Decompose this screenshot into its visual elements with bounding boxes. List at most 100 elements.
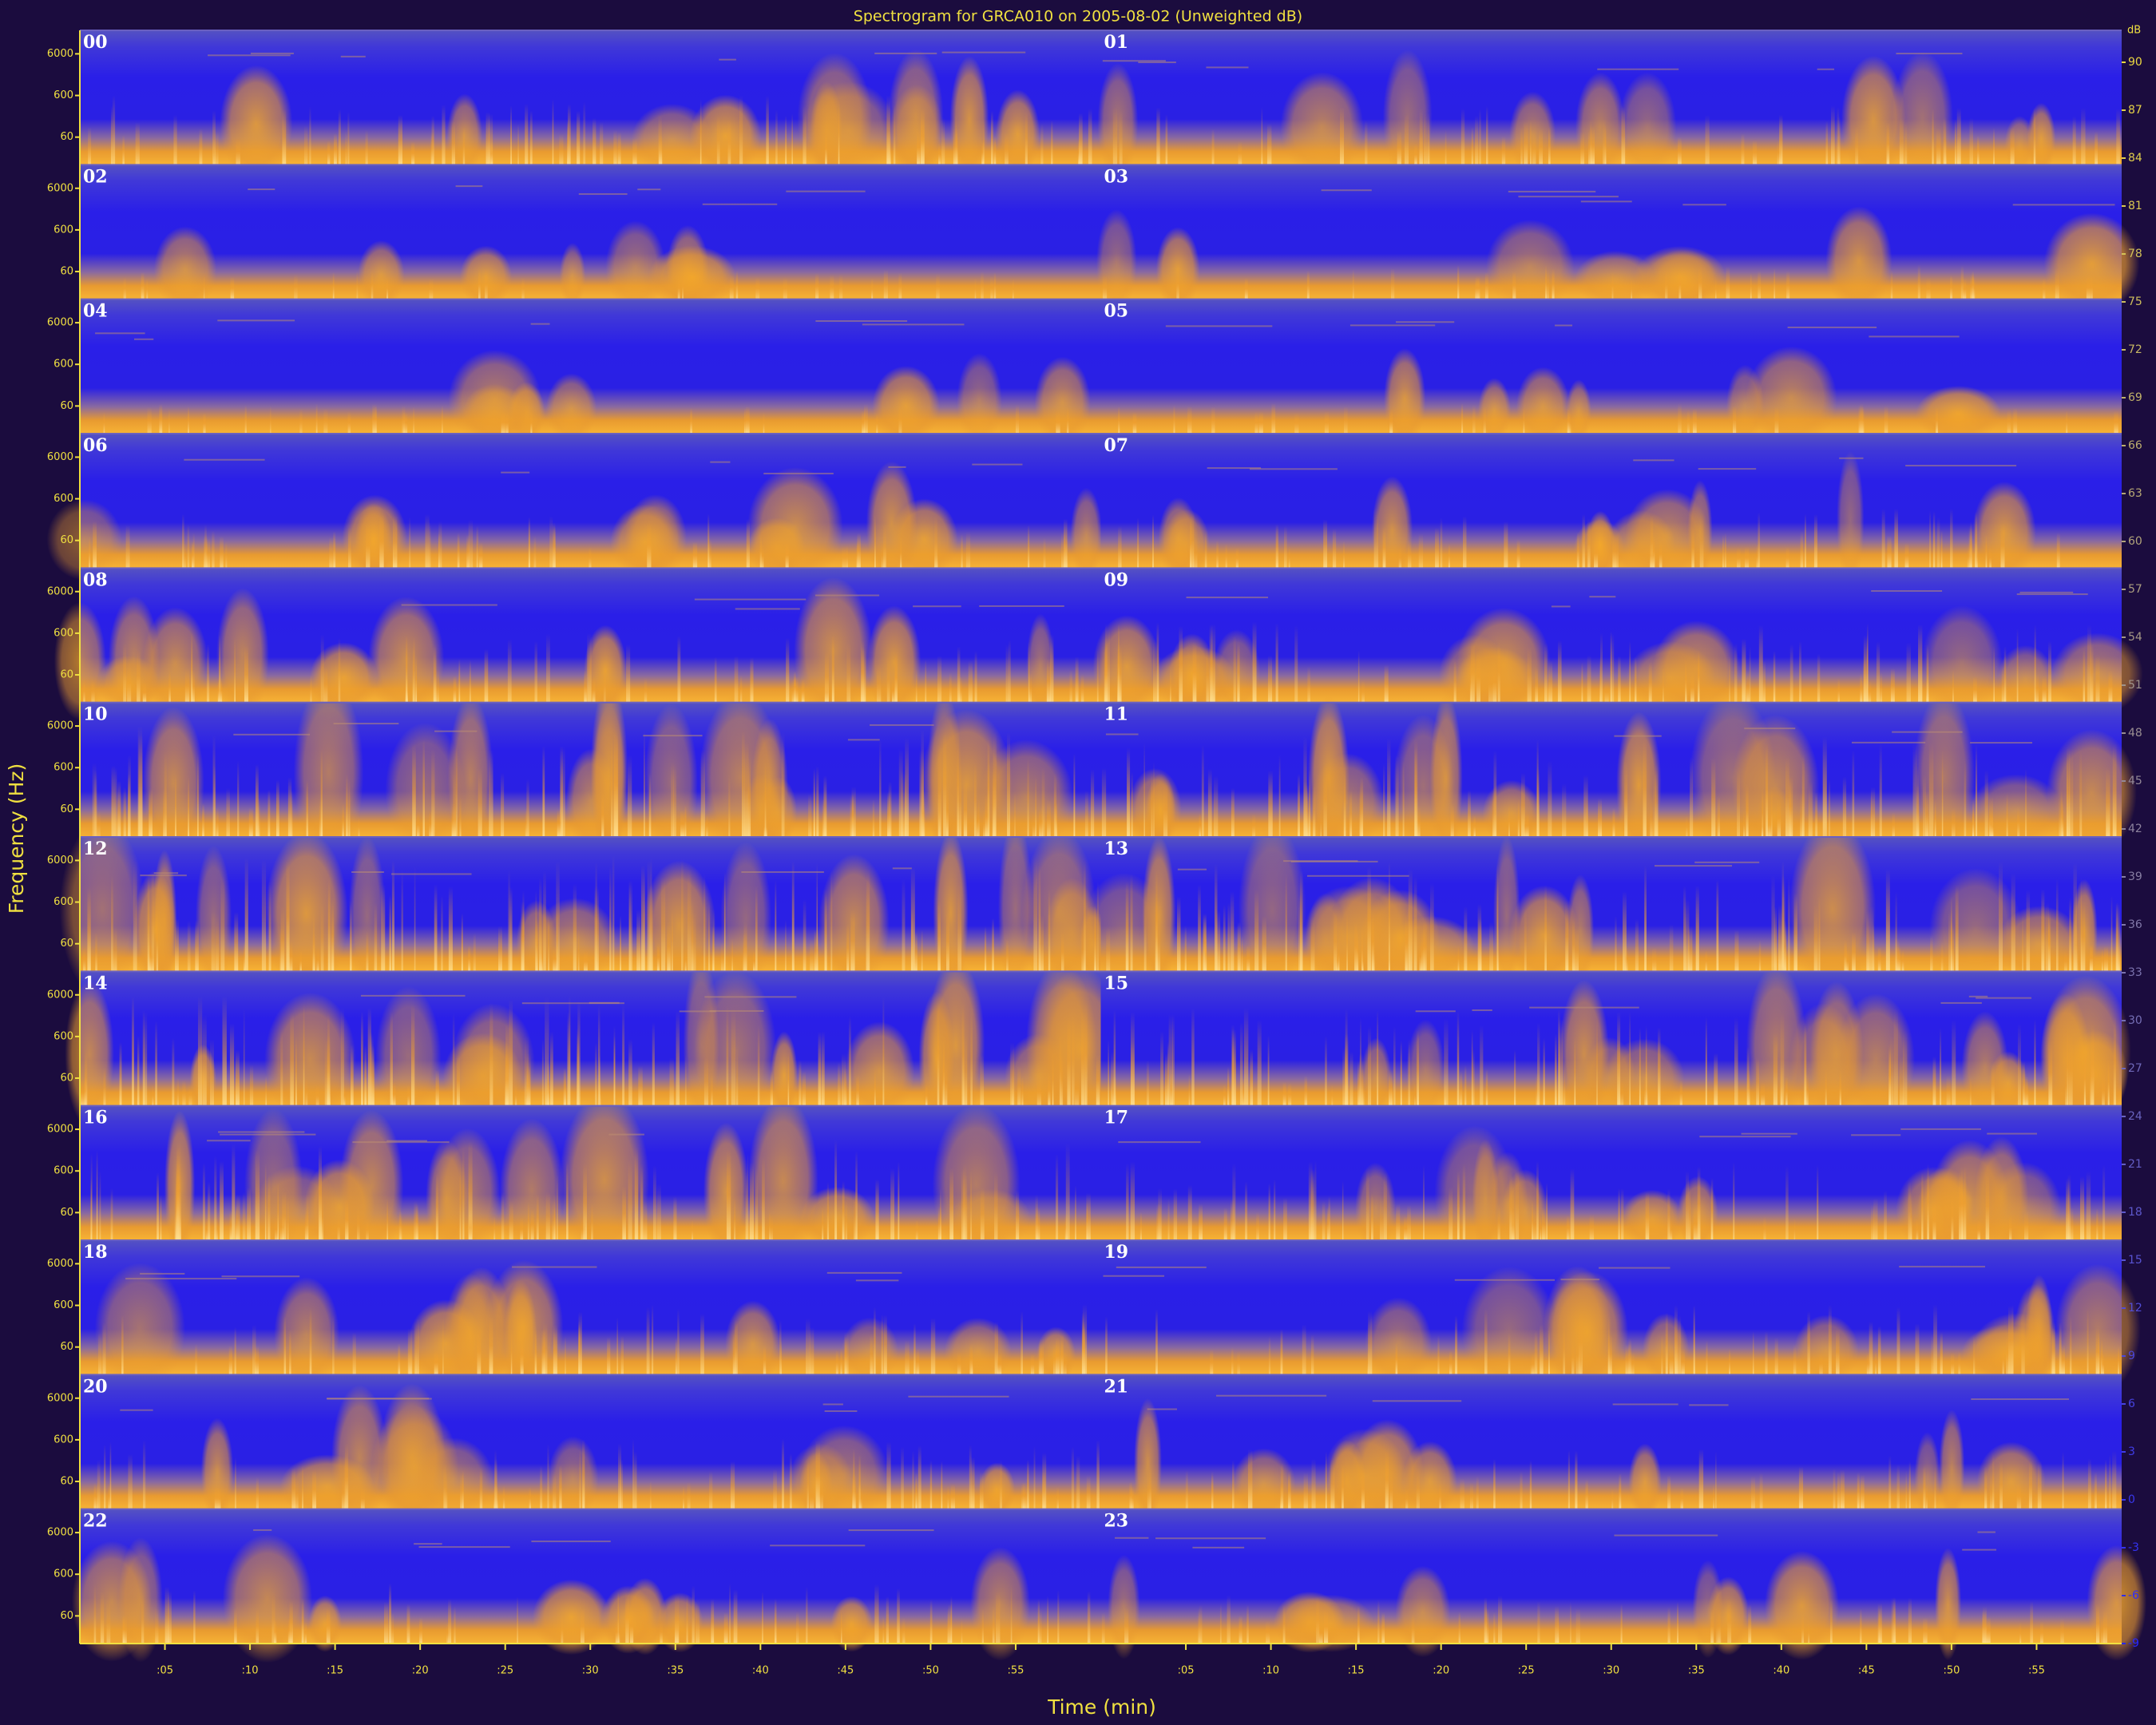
sound-streak	[1747, 1069, 1750, 1106]
sound-streak	[1155, 1346, 1158, 1375]
sound-streak	[1928, 741, 1934, 837]
sound-streak	[2074, 918, 2079, 972]
sound-streak	[304, 1208, 309, 1240]
sound-streak	[1342, 1464, 1344, 1509]
sound-streak	[2035, 673, 2039, 703]
sound-streak	[1594, 538, 1599, 569]
sound-event	[545, 373, 597, 445]
sound-streak	[1635, 657, 1637, 703]
sound-streak	[1713, 1484, 1714, 1509]
sound-streak	[1587, 518, 1591, 569]
sound-streak	[1460, 1478, 1464, 1509]
sound-streak	[618, 1443, 622, 1509]
sound-streak	[1655, 763, 1659, 837]
sound-streak	[235, 1206, 238, 1240]
sound-streak	[1950, 508, 1953, 569]
sound-streak	[184, 668, 190, 703]
sound-streak	[108, 1483, 110, 1509]
sound-streak	[1514, 1049, 1516, 1106]
sound-streak	[435, 1069, 439, 1106]
sound-streak	[2089, 945, 2093, 972]
sound-streak	[961, 1003, 965, 1106]
sound-streak	[1008, 789, 1009, 837]
sound-streak	[1524, 908, 1527, 972]
sound-streak	[893, 104, 896, 165]
sound-streak	[1396, 1204, 1401, 1240]
sound-streak	[384, 1601, 389, 1644]
hour-label: 10	[83, 704, 108, 725]
sound-streak	[726, 1005, 729, 1106]
sound-event	[1097, 63, 1139, 183]
sound-streak	[826, 1181, 830, 1240]
sound-streak	[112, 95, 116, 165]
sound-streak	[1155, 869, 1158, 972]
sound-streak	[875, 1179, 879, 1240]
sound-streak	[530, 1208, 534, 1240]
sound-streak	[1621, 1188, 1624, 1240]
x-tick-label: :30	[1603, 1665, 1619, 1677]
sound-streak	[1624, 759, 1628, 837]
sound-streak	[365, 130, 368, 165]
sound-streak	[1047, 799, 1051, 837]
spectrogram-panel: 18	[80, 1240, 1101, 1395]
sound-event	[932, 1104, 1021, 1264]
sound-streak	[1888, 1044, 1891, 1106]
sound-streak	[501, 1192, 505, 1240]
sound-streak	[709, 1471, 713, 1509]
y-tick-label: 600	[54, 1299, 73, 1311]
sound-streak	[1324, 410, 1329, 434]
sound-streak	[1417, 805, 1421, 837]
sound-streak	[1750, 272, 1752, 299]
y-tick-label: 600	[54, 1568, 73, 1580]
sound-streak	[2060, 1618, 2064, 1644]
sound-streak	[766, 95, 769, 165]
sound-streak	[687, 868, 692, 972]
sound-streak	[1758, 940, 1762, 972]
sound-streak	[1902, 1030, 1908, 1106]
sound-streak	[106, 1600, 111, 1644]
sound-streak	[2101, 1616, 2105, 1644]
sound-streak	[2055, 878, 2059, 972]
sound-streak	[1241, 936, 1243, 972]
noise-line	[140, 874, 187, 877]
sound-streak	[579, 1447, 581, 1509]
sound-event	[1575, 72, 1626, 181]
sound-streak	[731, 1008, 736, 1106]
sound-streak	[1877, 946, 1881, 972]
sound-streak	[1677, 1601, 1678, 1644]
sound-streak	[1088, 108, 1092, 165]
sound-streak	[220, 536, 224, 569]
sound-streak	[1845, 950, 1849, 972]
sound-streak	[2028, 1461, 2032, 1509]
sound-streak	[1361, 680, 1365, 703]
sound-streak	[1933, 1304, 1937, 1375]
sound-streak	[707, 514, 710, 569]
sound-streak	[1899, 1056, 1904, 1106]
sound-streak	[1808, 781, 1813, 837]
sound-streak	[1586, 803, 1588, 837]
sound-streak	[841, 1053, 846, 1106]
sound-streak	[1565, 900, 1569, 972]
sound-streak	[1952, 1020, 1956, 1106]
noise-line	[1147, 1408, 1177, 1410]
sound-streak	[1840, 1469, 1845, 1509]
noise-line	[1940, 1001, 1982, 1004]
sound-streak	[1407, 540, 1412, 569]
sound-streak	[600, 121, 604, 165]
sound-streak	[607, 1337, 611, 1375]
sound-streak	[1323, 760, 1327, 837]
sound-streak	[525, 103, 529, 165]
sound-streak	[750, 657, 754, 703]
sound-streak	[1201, 744, 1204, 837]
sound-streak	[318, 1145, 322, 1240]
sound-streak	[1113, 1009, 1116, 1106]
x-tick-label: :55	[2028, 1665, 2045, 1677]
sound-streak	[2037, 1461, 2042, 1509]
noise-line	[1560, 1279, 1600, 1281]
sound-streak	[641, 865, 645, 972]
sound-streak	[2106, 767, 2110, 837]
hour-label: 01	[1104, 32, 1129, 53]
sound-streak	[1349, 1051, 1353, 1106]
sound-streak	[1871, 1204, 1875, 1240]
sound-streak	[431, 748, 435, 837]
